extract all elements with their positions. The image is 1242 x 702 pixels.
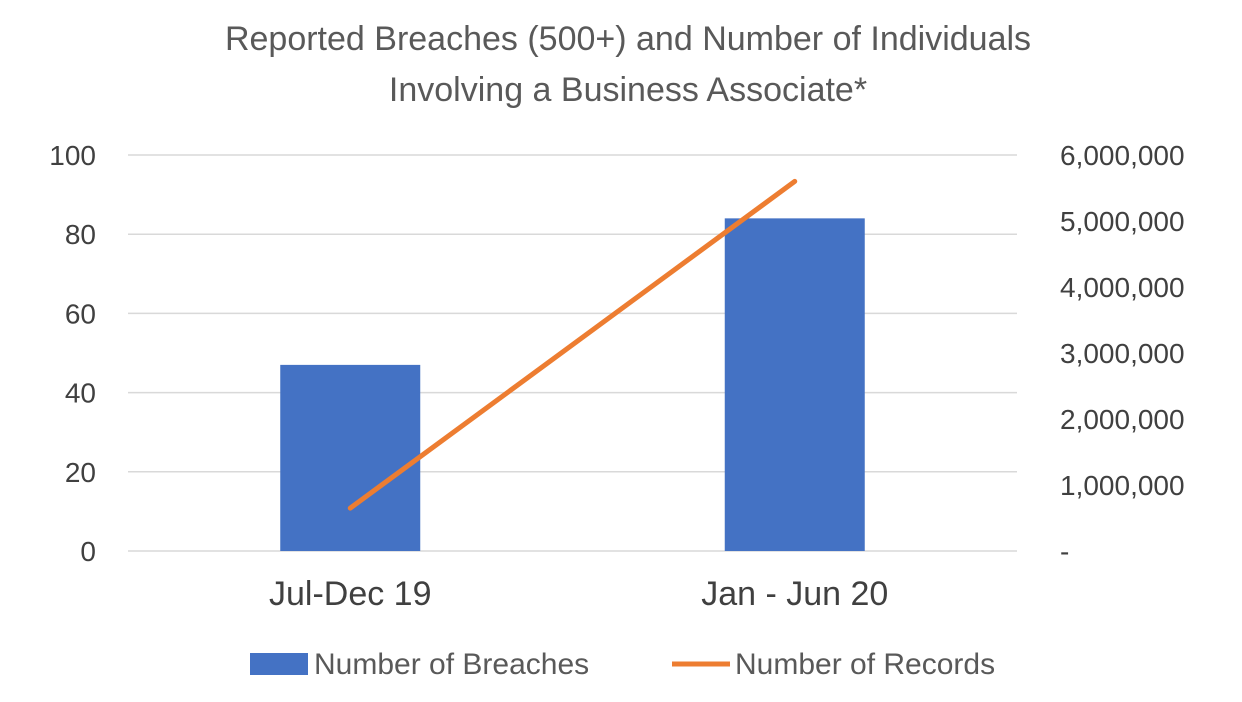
records-line: [347, 178, 798, 511]
left-axis-tick-label: 100: [49, 140, 96, 171]
category-axis-labels: Jul-Dec 19 Jan - Jun 20: [269, 575, 888, 613]
legend: Number of Breaches Number of Records: [250, 648, 995, 681]
left-axis-tick-label: 40: [65, 378, 96, 409]
right-axis-tick-label: 5,000,000: [1060, 206, 1185, 237]
left-axis-tick-label: 60: [65, 298, 96, 329]
left-axis-tick-label: 20: [65, 457, 96, 488]
chart-title: Reported Breaches (500+) and Number of I…: [225, 20, 1031, 58]
legend-label-breaches: Number of Breaches: [314, 648, 589, 681]
category-label: Jan - Jun 20: [701, 575, 888, 613]
right-axis-tick-label: 2,000,000: [1060, 404, 1185, 435]
left-axis-tick-label: 80: [65, 219, 96, 250]
legend-swatch-breaches: [250, 653, 308, 675]
chart-title-group: Reported Breaches (500+) and Number of I…: [225, 20, 1031, 109]
right-axis-tick-label: 1,000,000: [1060, 470, 1185, 501]
right-axis-tick-label: 3,000,000: [1060, 338, 1185, 369]
left-axis-ticks: 0 20 40 60 80 100: [49, 140, 96, 567]
bar-1: [280, 364, 421, 551]
right-axis-ticks: - 1,000,000 2,000,000 3,000,000 4,000,000 5,0…: [1060, 140, 1185, 567]
category-label: Jul-Dec 19: [269, 575, 432, 613]
legend-label-records: Number of Records: [735, 648, 995, 681]
gridlines: [128, 154, 1017, 552]
left-axis-tick-label: 0: [80, 536, 96, 567]
line-series: [347, 178, 798, 511]
bar-series: [280, 218, 865, 552]
chart-subtitle: Involving a Business Associate*: [389, 71, 867, 109]
right-axis-tick-label: 6,000,000: [1060, 140, 1185, 171]
bar-2: [724, 218, 865, 552]
right-axis-tick-label: 4,000,000: [1060, 272, 1185, 303]
right-axis-tick-label: -: [1060, 536, 1069, 567]
